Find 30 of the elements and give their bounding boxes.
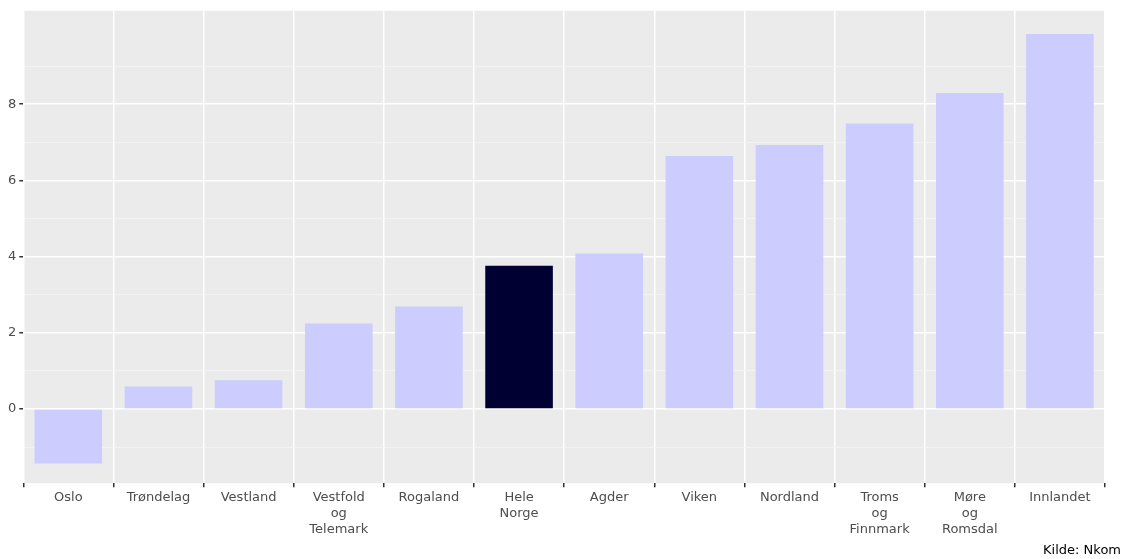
- x-tick-label: Vestfold og Telemark: [308, 489, 369, 536]
- x-tick-label: Rogaland: [398, 489, 460, 505]
- bar: [304, 323, 373, 409]
- x-tick-label: Viken: [681, 489, 718, 505]
- x-tick-label: Nordland: [759, 489, 820, 505]
- text: Kilde: Nkom: [1043, 542, 1121, 557]
- x-tick-label: Agder: [589, 489, 630, 505]
- bar: [1026, 34, 1094, 409]
- bar: [395, 306, 463, 409]
- x-tick-label: Hele Norge: [499, 489, 539, 520]
- bar: [124, 386, 193, 409]
- y-tick-label: 2: [7, 324, 17, 340]
- x-tick-label: Troms og Finnmark: [849, 489, 911, 536]
- bar: [845, 123, 914, 409]
- y-tick-label: 4: [7, 247, 17, 263]
- bar: [34, 409, 103, 464]
- x-tick-label: Oslo: [54, 489, 83, 505]
- bar: [665, 155, 734, 409]
- x-tick-label: Møre og Romsdal: [941, 489, 998, 536]
- x-tick-label: Vestland: [220, 489, 277, 505]
- bar: [485, 265, 553, 409]
- y-tick-label: 8: [7, 95, 17, 111]
- x-tick-label: Innlandet: [1029, 489, 1091, 505]
- bar: [575, 253, 644, 409]
- x-tick-label: Trøndelag: [125, 489, 191, 505]
- bar: [214, 380, 283, 409]
- y-tick-label: 6: [7, 171, 17, 187]
- bar: [755, 144, 824, 409]
- bar: [935, 93, 1004, 409]
- y-tick-label: 0: [7, 400, 17, 416]
